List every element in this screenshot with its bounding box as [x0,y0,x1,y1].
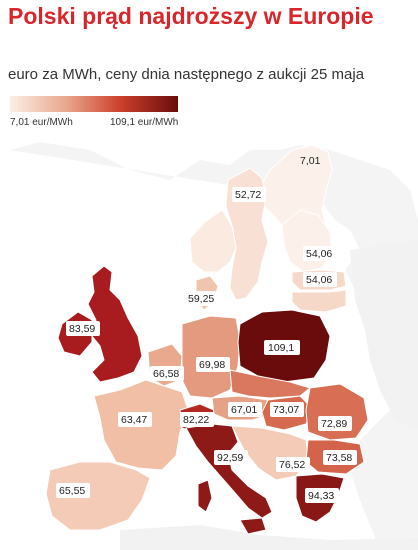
value-label-text: 92,59 [217,452,243,464]
value-label-box [118,412,152,427]
background-land-east [350,240,418,430]
value-label-text: 7,01 [300,155,321,167]
value-label-text: 82,22 [183,414,209,426]
page-title: Polski prąd najdroższy w Europie [8,3,374,29]
value-label-box [232,187,266,202]
value-label-box [270,402,304,417]
value-label-italy: 92,59 [214,450,248,465]
value-label-text: 109,1 [268,342,294,354]
value-label-germany: 69,98 [196,357,230,372]
value-label-text: 66,58 [153,368,179,380]
value-label-box [323,450,357,465]
region-sicily [239,517,267,535]
value-label-box [185,291,219,306]
value-label-box [303,246,337,261]
region-italy [185,423,273,519]
value-label-sweden: 52,72 [232,187,266,202]
value-label-poland: 109,1 [264,340,300,355]
value-label-text: 67,01 [231,404,257,416]
value-label-text: 54,06 [306,248,332,260]
value-label-box [180,412,214,427]
value-label-text: 73,58 [326,452,352,464]
value-label-spain: 65,55 [56,483,90,498]
value-label-box [303,272,337,287]
value-label-hungary: 73,07 [270,402,304,417]
legend-color-scale [10,96,178,112]
value-label-romania: 72,89 [318,416,352,431]
value-label-box [196,357,230,372]
value-label-france: 63,47 [118,412,152,427]
value-label-box [264,340,300,355]
background-land [10,142,418,550]
region-romania [305,383,369,441]
value-label-denmark: 59,25 [185,291,219,306]
value-label-netherlands-belgium: 66,58 [150,366,184,381]
value-label-box [214,450,248,465]
value-label-text: 59,25 [188,293,214,305]
value-label-text: 72,89 [321,418,347,430]
value-label-text: 83,59 [69,323,95,335]
background-africa [120,525,418,550]
value-label-greece: 94,33 [305,488,339,503]
region-sardinia [197,479,213,513]
region-uk [87,265,143,383]
value-label-slovenia-croatia: 76,52 [276,457,310,472]
region-spain [45,461,151,531]
value-label-text: 54,06 [306,274,332,286]
value-label-uk: 83,59 [66,321,100,336]
value-label-lithuania: 54,06 [303,272,337,287]
region-lithuania [291,289,347,313]
value-label-text: 69,98 [199,359,225,371]
legend-min-label: 7,01 eur/MWh [10,117,73,128]
value-label-box [56,483,90,498]
value-label-box [228,402,262,417]
value-label-text: 63,47 [121,414,147,426]
value-label-text: 52,72 [235,189,261,201]
value-label-box [150,366,184,381]
subtitle: euro za MWh, ceny dnia następnego z aukc… [8,66,365,83]
value-label-box [276,457,310,472]
value-label-latvia: 54,06 [303,246,337,261]
value-label-switzerland: 82,22 [180,412,214,427]
value-label-text: 76,52 [279,459,305,471]
value-label-box [318,416,352,431]
value-label-bulgaria: 73,58 [323,450,357,465]
value-label-text: 73,07 [273,404,299,416]
europe-map: 7,01 52,72 54,06 54,06 59,25 83,59 109,1 [10,142,418,550]
value-label-box [66,321,100,336]
value-label-text: 94,33 [308,490,334,502]
value-label-text: 65,55 [59,485,85,497]
value-label-austria: 67,01 [228,402,262,417]
value-label-box [305,488,339,503]
legend-max-label: 109,1 eur/MWh [110,117,179,128]
value-label-norway-north: 7,01 [300,155,321,167]
region-norway-west [189,209,237,273]
